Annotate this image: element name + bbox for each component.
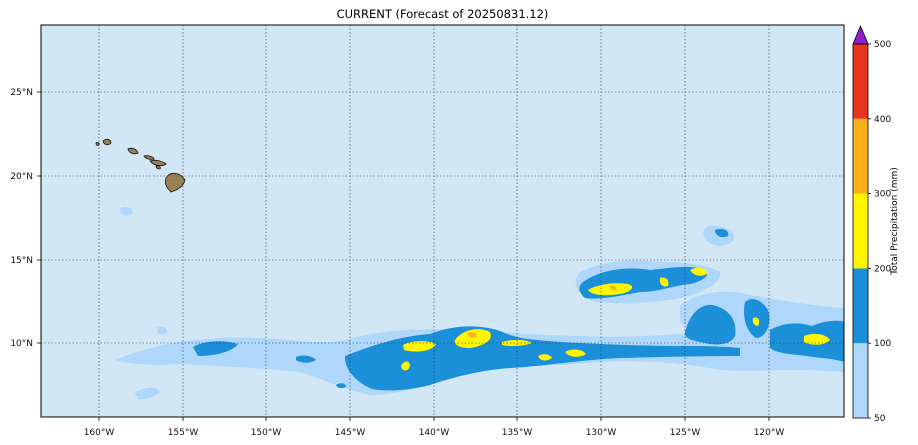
colorbar-segment: [853, 343, 868, 418]
latitude-tick-label: 25°N: [10, 88, 33, 98]
colorbar-segment: [853, 268, 868, 344]
latitude-tick-label: 15°N: [10, 256, 33, 266]
colorbar-segment: [853, 44, 868, 119]
colorbar-extend-triangle: [852, 24, 869, 45]
longitude-axis: 160°W 155°W 150°W 145°W 140°W 135°W 130°W 125°W…: [84, 417, 785, 438]
colorbar-tick-label: 100: [874, 339, 891, 349]
colorbar: 50 100 200 300 400 500: [852, 24, 891, 424]
map-title: CURRENT (Forecast of 20250831.12): [336, 7, 549, 21]
colorbar-tick-label: 500: [874, 40, 891, 50]
precipitation-field: [95, 138, 844, 400]
longitude-tick-label: 130°W: [586, 428, 617, 438]
longitude-tick-label: 120°W: [754, 428, 785, 438]
longitude-tick-label: 145°W: [335, 428, 366, 438]
colorbar-label: Total Precipitation (mm): [890, 167, 900, 275]
colorbar-tick-label: 300: [874, 190, 891, 200]
longitude-tick-label: 140°W: [419, 428, 450, 438]
gridlines: [41, 25, 844, 417]
hawaiian-islands: [95, 138, 186, 193]
colorbar-segment: [853, 118, 868, 194]
latitude-axis: 25°N 20°N 15°N 10°N: [10, 88, 41, 349]
latitude-tick-label: 10°N: [10, 339, 33, 349]
longitude-tick-label: 155°W: [168, 428, 199, 438]
longitude-tick-label: 150°W: [251, 428, 282, 438]
colorbar-frame: [852, 43, 869, 419]
precip-200-300-areas: [401, 267, 830, 371]
map-frame: [40, 24, 845, 418]
colorbar-segment: [853, 193, 868, 269]
latitude-tick-label: 20°N: [10, 172, 33, 182]
longitude-tick-label: 125°W: [670, 428, 701, 438]
longitude-tick-label: 135°W: [502, 428, 533, 438]
colorbar-tick-label: 50: [874, 414, 886, 424]
colorbar-tick-label: 400: [874, 115, 891, 125]
precip-300-400-areas: [468, 285, 617, 338]
colorbar-tick-label: 200: [874, 264, 891, 274]
longitude-tick-label: 160°W: [84, 428, 115, 438]
